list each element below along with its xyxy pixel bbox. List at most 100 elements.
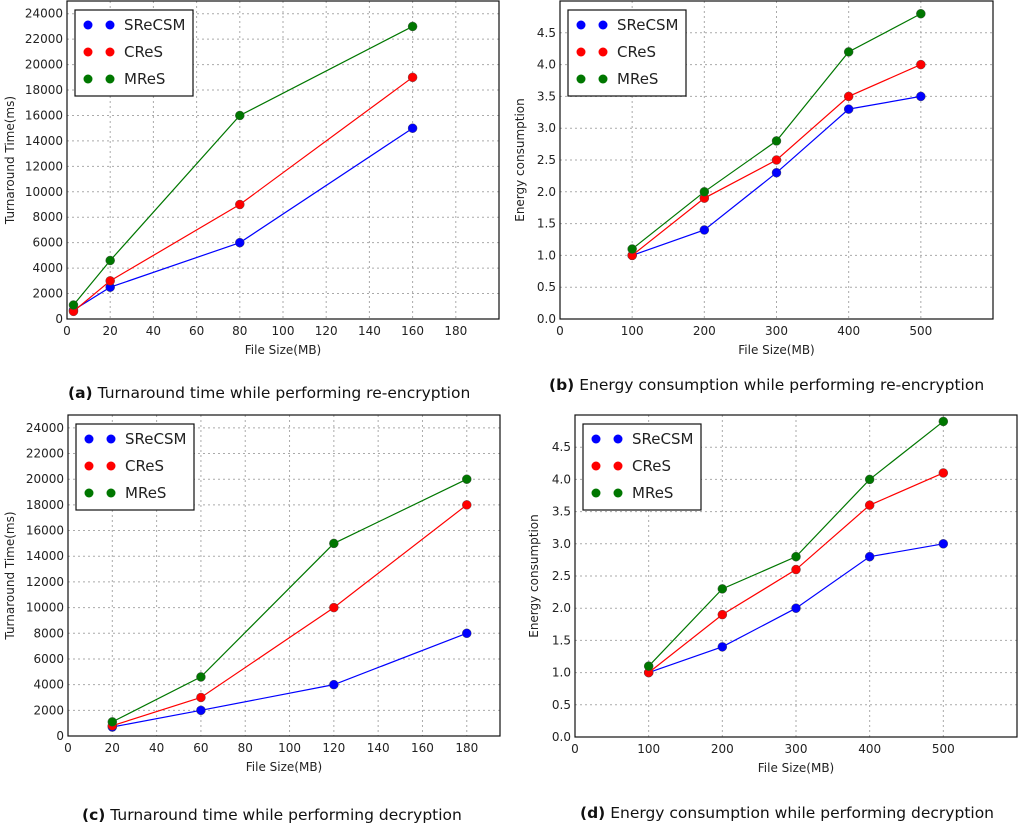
legend-marker-MReS — [84, 488, 94, 498]
data-point-MReS — [864, 474, 875, 485]
y-tick-label: 14000 — [26, 549, 64, 563]
legend-marker-CReS — [83, 47, 93, 57]
y-tick-label: 1.5 — [552, 633, 571, 647]
x-tick-label: 0 — [556, 324, 564, 338]
x-tick-label: 400 — [858, 742, 881, 756]
legend-marker-CReS — [613, 461, 623, 471]
caption-panel-label: (b) — [549, 376, 574, 394]
legend-marker-MReS — [613, 488, 623, 498]
legend-label: MReS — [124, 70, 165, 88]
y-tick-label: 1.0 — [552, 666, 571, 680]
y-tick-label: 24000 — [26, 421, 64, 435]
legend-marker-SReCSM — [84, 434, 94, 444]
x-tick-label: 20 — [103, 324, 118, 338]
x-tick-label: 300 — [785, 742, 808, 756]
legend-marker-SReCSM — [576, 20, 586, 30]
y-tick-label: 18000 — [26, 498, 64, 512]
x-tick-label: 0 — [63, 324, 71, 338]
series-line-MReS — [112, 478, 468, 723]
y-tick-label: 3.5 — [552, 505, 571, 519]
data-point-SReCSM — [864, 551, 875, 562]
y-tick-label: 0.0 — [552, 730, 571, 744]
data-point-MReS — [105, 255, 115, 266]
y-tick-label: 0.0 — [537, 312, 556, 326]
series-line-CReS — [73, 76, 413, 312]
x-tick-label: 200 — [711, 742, 734, 756]
x-tick-label: 80 — [232, 324, 247, 338]
data-point-MReS — [107, 717, 118, 727]
y-axis-label: Turnaround Time(ms) — [3, 96, 17, 225]
data-point-MReS — [196, 672, 206, 682]
legend-marker-CReS — [84, 461, 94, 471]
y-tick-label: 2.0 — [552, 601, 571, 615]
legend-marker-CReS — [576, 47, 586, 57]
y-tick-label: 4.0 — [537, 58, 556, 72]
caption-text: Turnaround time while performing re-encr… — [97, 384, 471, 402]
data-point-MReS — [627, 244, 637, 254]
legend-box — [75, 423, 195, 511]
plot-frame — [66, 0, 500, 320]
y-tick-label: 4.5 — [552, 440, 571, 454]
data-point-SReCSM — [196, 705, 206, 716]
data-point-MReS — [938, 416, 949, 427]
caption-text: Turnaround time while performing decrypt… — [109, 806, 462, 824]
y-tick-label: 4.0 — [552, 472, 571, 486]
chart-caption: (b) Energy consumption while performing … — [549, 376, 984, 394]
chart-panel-c: 0 20 40 60 80 100 120 140 160 180 0 2000 4000 6000 800… — [3, 414, 501, 824]
y-tick-label: 10000 — [25, 185, 63, 199]
x-tick-label: 140 — [367, 741, 390, 755]
y-tick-label: 1.0 — [537, 248, 556, 262]
x-tick-label: 60 — [189, 324, 204, 338]
x-tick-label: 20 — [105, 741, 120, 755]
data-point-CReS — [938, 468, 949, 478]
legend-label: MReS — [125, 484, 166, 502]
legend-marker-SReCSM — [83, 20, 93, 30]
y-tick-label: 8000 — [33, 626, 64, 640]
legend-label: MReS — [632, 484, 673, 502]
legend-label: CReS — [632, 457, 671, 475]
x-axis-label: File Size(MB) — [758, 761, 834, 775]
legend-marker-MReS — [106, 488, 116, 498]
x-tick-label: 80 — [238, 741, 253, 755]
legend-marker-CReS — [598, 47, 608, 57]
legend-label: SReCSM — [617, 16, 678, 34]
y-tick-label: 6000 — [32, 236, 63, 250]
data-point-SReCSM — [843, 104, 854, 114]
x-tick-label: 100 — [272, 324, 295, 338]
y-tick-label: 2.5 — [537, 153, 556, 167]
legend-marker-MReS — [576, 74, 586, 84]
y-axis-label: Energy consumption — [527, 514, 541, 638]
legend-label: CReS — [124, 43, 163, 61]
y-tick-label: 22000 — [26, 447, 64, 461]
x-tick-label: 100 — [621, 324, 644, 338]
y-tick-label: 2.5 — [552, 569, 571, 583]
data-point-MReS — [235, 110, 245, 121]
data-point-CReS — [196, 692, 206, 703]
y-tick-label: 20000 — [25, 58, 63, 72]
y-tick-label: 12000 — [25, 159, 63, 173]
caption-panel-label: (c) — [82, 806, 105, 824]
series-line-SReCSM — [112, 632, 467, 728]
data-point-MReS — [916, 9, 926, 19]
y-tick-label: 18000 — [25, 83, 63, 97]
x-tick-label: 500 — [909, 324, 932, 338]
y-tick-label: 0 — [55, 312, 63, 326]
legend-marker-SReCSM — [591, 434, 601, 444]
data-point-MReS — [462, 474, 472, 484]
data-point-CReS — [105, 276, 115, 286]
legend-label: CReS — [617, 43, 656, 61]
y-tick-label: 22000 — [25, 32, 63, 46]
data-point-CReS — [717, 609, 728, 620]
x-tick-label: 200 — [693, 324, 716, 338]
y-tick-label: 14000 — [25, 134, 63, 148]
legend-marker-MReS — [591, 488, 601, 498]
x-axis-label: File Size(MB) — [245, 343, 321, 357]
data-point-CReS — [329, 602, 339, 613]
data-point-MReS — [407, 21, 418, 32]
y-tick-label: 12000 — [26, 575, 64, 589]
data-point-MReS — [643, 661, 654, 671]
chart-panel-a: 0 20 40 60 80 100 120 140 160 180 0 2000 4000 6000 800… — [3, 0, 500, 402]
legend-label: SReCSM — [632, 430, 693, 448]
caption-panel-label: (d) — [580, 804, 605, 822]
